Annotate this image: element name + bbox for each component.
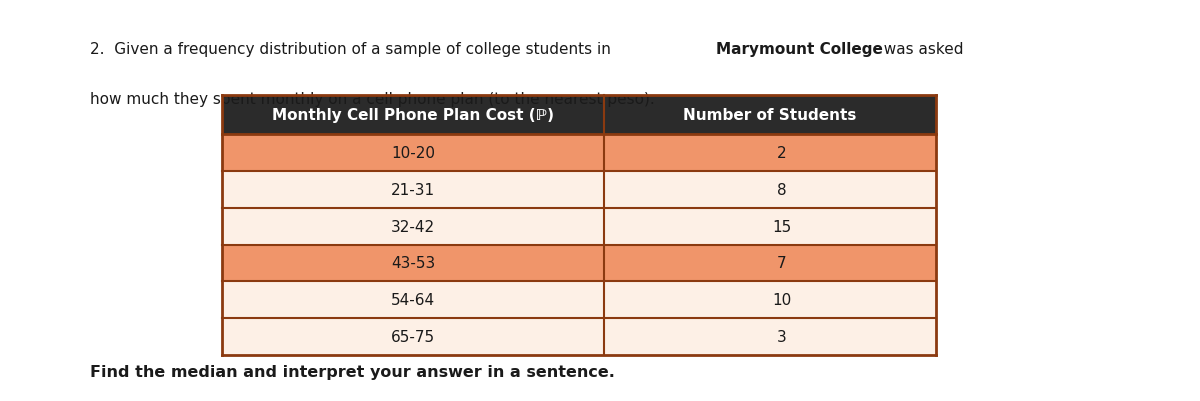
Text: how much they spent monthly on a cell phone plan (to the nearest peso).: how much they spent monthly on a cell ph… [90,92,655,107]
Text: 3: 3 [778,329,787,344]
Text: 2: 2 [778,146,787,161]
Text: 2.  Given a frequency distribution of a sample of college students in: 2. Given a frequency distribution of a s… [90,42,620,57]
Text: Find the median and interpret your answer in a sentence.: Find the median and interpret your answe… [90,364,614,379]
Text: Monthly Cell Phone Plan Cost (ℙ): Monthly Cell Phone Plan Cost (ℙ) [272,108,554,123]
Text: Marymount College: Marymount College [716,42,883,57]
Text: 10-20: 10-20 [391,146,434,161]
Text: 15: 15 [773,219,792,234]
Text: 21-31: 21-31 [391,182,436,197]
Text: 32-42: 32-42 [391,219,436,234]
Text: Number of Students: Number of Students [683,108,857,123]
Text: 8: 8 [778,182,787,197]
Text: 65-75: 65-75 [391,329,436,344]
Text: 7: 7 [778,256,787,271]
Text: was asked: was asked [874,42,964,57]
Text: 54-64: 54-64 [391,292,436,308]
Text: 10: 10 [773,292,792,308]
Text: 43-53: 43-53 [391,256,436,271]
